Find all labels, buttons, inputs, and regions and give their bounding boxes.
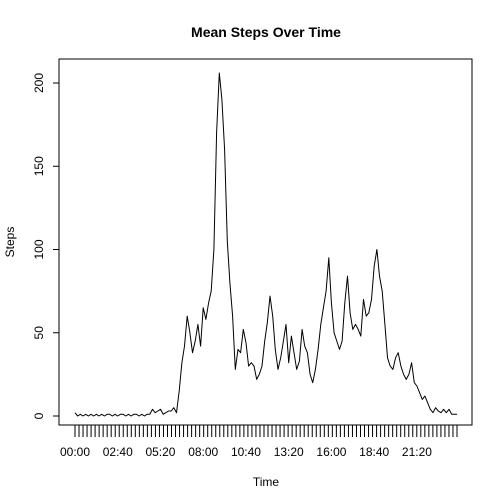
chart-title: Mean Steps Over Time <box>191 24 341 40</box>
y-axis: 0 50 100 150 200 <box>32 73 60 419</box>
x-tick-label: 18:40 <box>359 445 389 459</box>
x-axis-label: Time <box>253 475 280 489</box>
x-tick-label: 16:00 <box>316 445 346 459</box>
x-tick-label: 13:20 <box>274 445 304 459</box>
y-tick-label: 0 <box>32 412 46 419</box>
y-tick-label: 50 <box>32 326 46 340</box>
y-tick-label: 150 <box>32 156 46 176</box>
y-axis-label: Steps <box>3 227 17 258</box>
x-tick-label: 08:00 <box>188 445 218 459</box>
y-tick-label: 100 <box>32 239 46 259</box>
x-tick-label: 21:20 <box>402 445 432 459</box>
x-tick-label: 02:40 <box>103 445 133 459</box>
x-tick-label: 00:00 <box>60 445 90 459</box>
series-layer <box>74 72 457 417</box>
x-tick-label: 05:20 <box>145 445 175 459</box>
x-axis: 00:00 02:40 05:20 08:00 10:40 13:20 16:00 18:40… <box>60 424 458 459</box>
x-tick-label: 10:40 <box>231 445 261 459</box>
y-tick-label: 200 <box>32 73 46 93</box>
series-line <box>74 72 457 417</box>
